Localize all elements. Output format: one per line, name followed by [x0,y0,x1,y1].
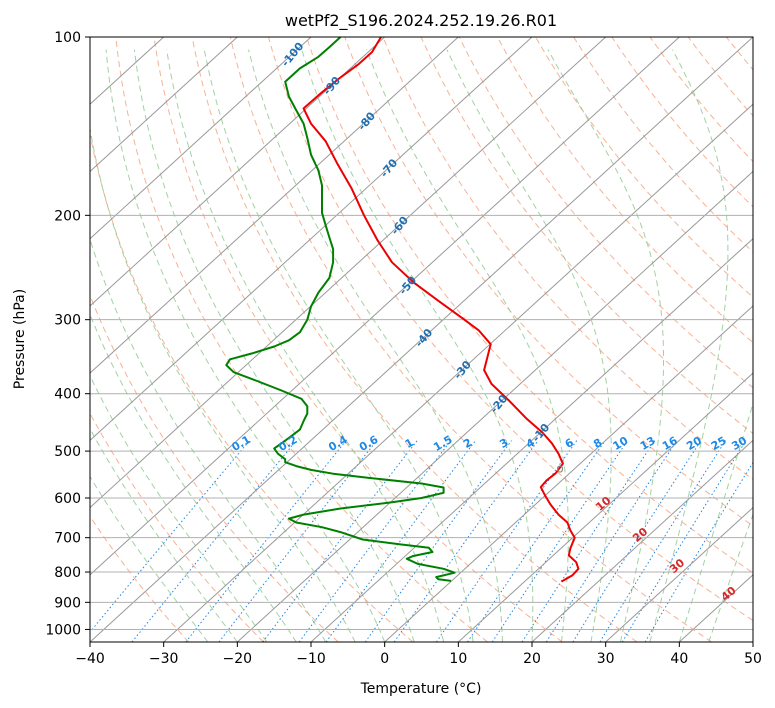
moist-adiabat [90,125,356,642]
isotherm-line [90,37,607,509]
dry-adiabat [268,37,753,622]
y-axis-ticks: 100 200 300 400 500 600 700 800 900 1000 [45,30,90,638]
moist-adiabat [203,49,474,642]
isotherm-line [236,170,753,642]
isotherm-line [457,372,753,642]
isotherm-line [90,37,312,240]
y-tick-label: 800 [54,565,81,581]
x-tick-label: 40 [670,651,688,667]
mixing-ratio-line [599,440,727,642]
moist-adiabat [649,49,729,642]
mixing-ratio-line [545,440,678,642]
x-axis-title: Temperature (°C) [360,681,482,697]
dry-adiabat [611,37,753,208]
dry-adiabat [153,37,563,642]
lcl-marker: o [556,462,563,476]
x-tick-label: 50 [744,651,762,667]
dry-adiabat [382,37,753,481]
mixing-ratio-line [572,440,702,642]
moist-adiabat [547,49,664,642]
moist-adiabat [90,237,327,642]
moist-adiabat [133,49,415,642]
x-tick-label: −40 [75,651,105,667]
x-tick-label: 10 [449,651,467,667]
isotherm-line [90,37,533,442]
moist-adiabat [90,313,297,642]
isotherms [90,37,753,642]
y-tick-label: 1000 [45,622,81,638]
dry-adiabat [344,37,753,527]
moist-adiabat [90,427,238,642]
moist-adiabat [678,401,753,642]
moist-adiabat [366,49,569,642]
x-tick-label: −20 [223,651,253,667]
dry-adiabat [496,37,753,344]
x-tick-label: 0 [380,651,389,667]
isotherm-line [90,37,238,173]
temperature-line [302,37,580,583]
pressure-gridlines [90,37,753,630]
dewpoint-line [225,37,456,582]
dry-adiabat [191,37,638,642]
mixing-ratio-line [644,461,753,642]
x-tick-label: −10 [296,651,326,667]
y-tick-label: 900 [54,595,81,611]
dry-adiabat [90,412,264,642]
y-tick-label: 700 [54,531,81,547]
y-tick-label: 300 [54,313,81,329]
mixing-ratio-line [218,440,378,642]
plot-frame [89,36,754,643]
moist-adiabat [446,49,612,642]
dry-adiabat [90,515,190,642]
y-tick-label: 500 [54,444,81,460]
mixing-ratio-line [131,440,297,642]
isotherm-line [531,439,753,642]
moist-adiabat [90,475,209,642]
moist-adiabat [708,513,753,642]
dry-adiabat [90,293,339,642]
mixing-ratio-line [90,440,250,633]
x-tick-label: 20 [523,651,541,667]
isotherm-line [310,237,753,642]
chart-title: wetPf2_S196.2024.252.19.26.R01 [285,11,557,31]
mixing-ratio-line [435,440,578,642]
mixing-ratio-line [621,440,747,642]
isotherm-line [90,37,459,374]
y-axis-title: Pressure (hPa) [12,289,28,389]
isotherm-line [90,37,753,642]
isotherm-line [163,103,753,642]
x-tick-label: −30 [149,651,179,667]
y-tick-label: 600 [54,491,81,507]
dry-adiabat [306,37,753,574]
plot-area: 0.10.20.40.611.52346810131620253036-100-… [90,37,770,642]
y-tick-label: 400 [54,387,81,403]
mixing-ratio-line [364,440,512,642]
mixing-ratio-line [491,440,629,642]
isotherm-line [90,37,386,307]
mixing-ratio-label: 36 [750,434,770,453]
moist-adiabat [248,49,503,642]
moist-adiabat [166,49,445,642]
isotherm-line [384,305,753,642]
isotherm-line [605,506,753,642]
x-tick-label: 30 [597,651,615,667]
isotherm-line [90,37,680,576]
moist-adiabat [90,374,268,642]
y-tick-label: 200 [54,208,81,224]
y-tick-label: 100 [54,30,81,46]
dry-adiabat [420,37,753,435]
mixing-ratio-lines [90,440,753,642]
mixing-ratio-line [467,440,606,642]
profile-lines [225,37,580,583]
x-axis-ticks: −40 −30 −20 −10 0 10 20 30 40 50 [75,642,762,667]
